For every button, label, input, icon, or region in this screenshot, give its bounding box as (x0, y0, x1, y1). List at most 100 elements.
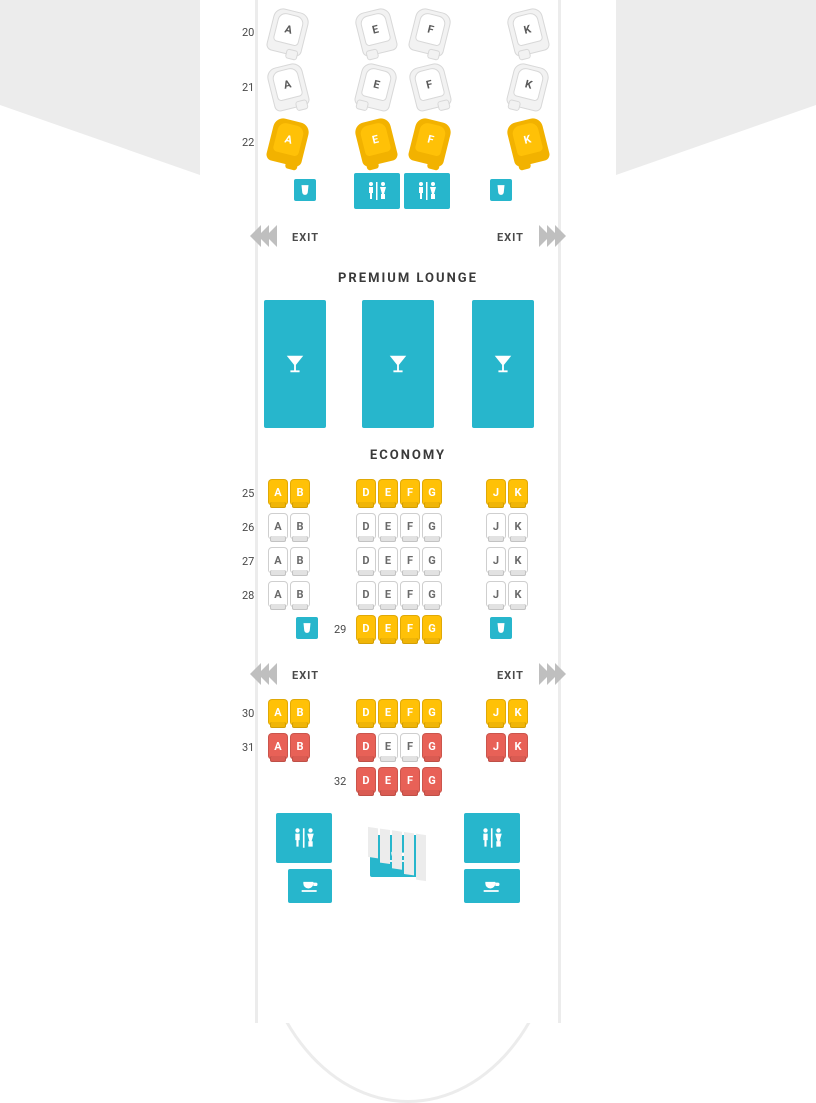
galley-icon (288, 869, 332, 903)
row-number: 20 (242, 26, 254, 39)
premium-lounge (258, 300, 558, 430)
row-number: 32 (334, 775, 346, 788)
seat-21E[interactable]: E (353, 61, 399, 112)
row-number: 21 (242, 81, 254, 94)
wing-right (616, 0, 816, 175)
seat-29E[interactable]: E (378, 615, 398, 641)
seat-25F[interactable]: F (400, 479, 420, 505)
seat-26F[interactable]: F (400, 513, 420, 539)
seat-31B[interactable]: B (290, 733, 310, 759)
seat-21A[interactable]: A (265, 61, 311, 112)
seat-27A[interactable]: A (268, 547, 288, 573)
seat-30B[interactable]: B (290, 699, 310, 725)
seat-27E[interactable]: E (378, 547, 398, 573)
exit-label: EXIT (292, 231, 319, 244)
seat-31J[interactable]: J (486, 733, 506, 759)
galley-icon (490, 617, 512, 639)
seat-25D[interactable]: D (356, 479, 376, 505)
seat-27J[interactable]: J (486, 547, 506, 573)
seat-26K[interactable]: K (508, 513, 528, 539)
seat-30F[interactable]: F (400, 699, 420, 725)
seat-28A[interactable]: A (268, 581, 288, 607)
seat-22K[interactable]: K (505, 116, 551, 167)
galley-icon (294, 179, 316, 201)
lavatory-icon (404, 173, 450, 209)
exit-row: EXIT EXIT (258, 223, 558, 253)
seat-28E[interactable]: E (378, 581, 398, 607)
row-number: 30 (242, 707, 254, 720)
seat-32G[interactable]: G (422, 767, 442, 793)
seat-25A[interactable]: A (268, 479, 288, 505)
seat-28J[interactable]: J (486, 581, 506, 607)
seat-29G[interactable]: G (422, 615, 442, 641)
seat-29D[interactable]: D (356, 615, 376, 641)
row-number: 22 (242, 136, 254, 149)
seat-32E[interactable]: E (378, 767, 398, 793)
row-number: 26 (242, 521, 254, 534)
lounge-block (472, 300, 534, 428)
seat-26B[interactable]: B (290, 513, 310, 539)
seat-30E[interactable]: E (378, 699, 398, 725)
seat-25G[interactable]: G (422, 479, 442, 505)
galley-icon (464, 869, 520, 903)
exit-label: EXIT (292, 669, 319, 682)
seat-28F[interactable]: F (400, 581, 420, 607)
seat-20A[interactable]: A (265, 6, 311, 57)
stairs-icon (368, 827, 426, 881)
seat-31D[interactable]: D (356, 733, 376, 759)
seat-26G[interactable]: G (422, 513, 442, 539)
seat-30K[interactable]: K (508, 699, 528, 725)
seat-27G[interactable]: G (422, 547, 442, 573)
seat-31A[interactable]: A (268, 733, 288, 759)
seat-30A[interactable]: A (268, 699, 288, 725)
seat-31F[interactable]: F (400, 733, 420, 759)
seat-31K[interactable]: K (508, 733, 528, 759)
seat-27F[interactable]: F (400, 547, 420, 573)
seat-25J[interactable]: J (486, 479, 506, 505)
seat-31G[interactable]: G (422, 733, 442, 759)
section-title-lounge: PREMIUM LOUNGE (258, 271, 558, 286)
row-number: 27 (242, 555, 254, 568)
seat-27K[interactable]: K (508, 547, 528, 573)
exit-row: EXIT EXIT (258, 661, 558, 691)
seat-28K[interactable]: K (508, 581, 528, 607)
lounge-block (362, 300, 434, 428)
row-number: 29 (334, 623, 346, 636)
seat-26D[interactable]: D (356, 513, 376, 539)
seat-22E[interactable]: E (353, 116, 399, 167)
seat-30J[interactable]: J (486, 699, 506, 725)
seat-27D[interactable]: D (356, 547, 376, 573)
seat-28D[interactable]: D (356, 581, 376, 607)
seat-26A[interactable]: A (268, 513, 288, 539)
seat-20F[interactable]: F (407, 6, 453, 57)
seat-30G[interactable]: G (422, 699, 442, 725)
seat-25K[interactable]: K (508, 479, 528, 505)
seat-26E[interactable]: E (378, 513, 398, 539)
lavatory-icon (464, 813, 520, 863)
seat-32F[interactable]: F (400, 767, 420, 793)
row-number: 25 (242, 487, 254, 500)
seat-30D[interactable]: D (356, 699, 376, 725)
seat-31E[interactable]: E (378, 733, 398, 759)
seat-22A[interactable]: A (265, 116, 311, 167)
seat-20E[interactable]: E (353, 6, 399, 57)
seat-27B[interactable]: B (290, 547, 310, 573)
wing-left (0, 0, 200, 175)
seat-21K[interactable]: K (505, 61, 551, 112)
lavatory-icon (276, 813, 332, 863)
seat-28B[interactable]: B (290, 581, 310, 607)
exit-label: EXIT (497, 669, 524, 682)
row-number: 28 (242, 589, 254, 602)
galley-icon (296, 617, 318, 639)
seat-20K[interactable]: K (505, 6, 551, 57)
seat-32D[interactable]: D (356, 767, 376, 793)
seat-29F[interactable]: F (400, 615, 420, 641)
seat-28G[interactable]: G (422, 581, 442, 607)
seat-25E[interactable]: E (378, 479, 398, 505)
seat-26J[interactable]: J (486, 513, 506, 539)
seat-22F[interactable]: F (407, 116, 453, 167)
lounge-block (264, 300, 326, 428)
seat-21F[interactable]: F (407, 61, 453, 112)
row-number: 31 (242, 741, 254, 754)
seat-25B[interactable]: B (290, 479, 310, 505)
